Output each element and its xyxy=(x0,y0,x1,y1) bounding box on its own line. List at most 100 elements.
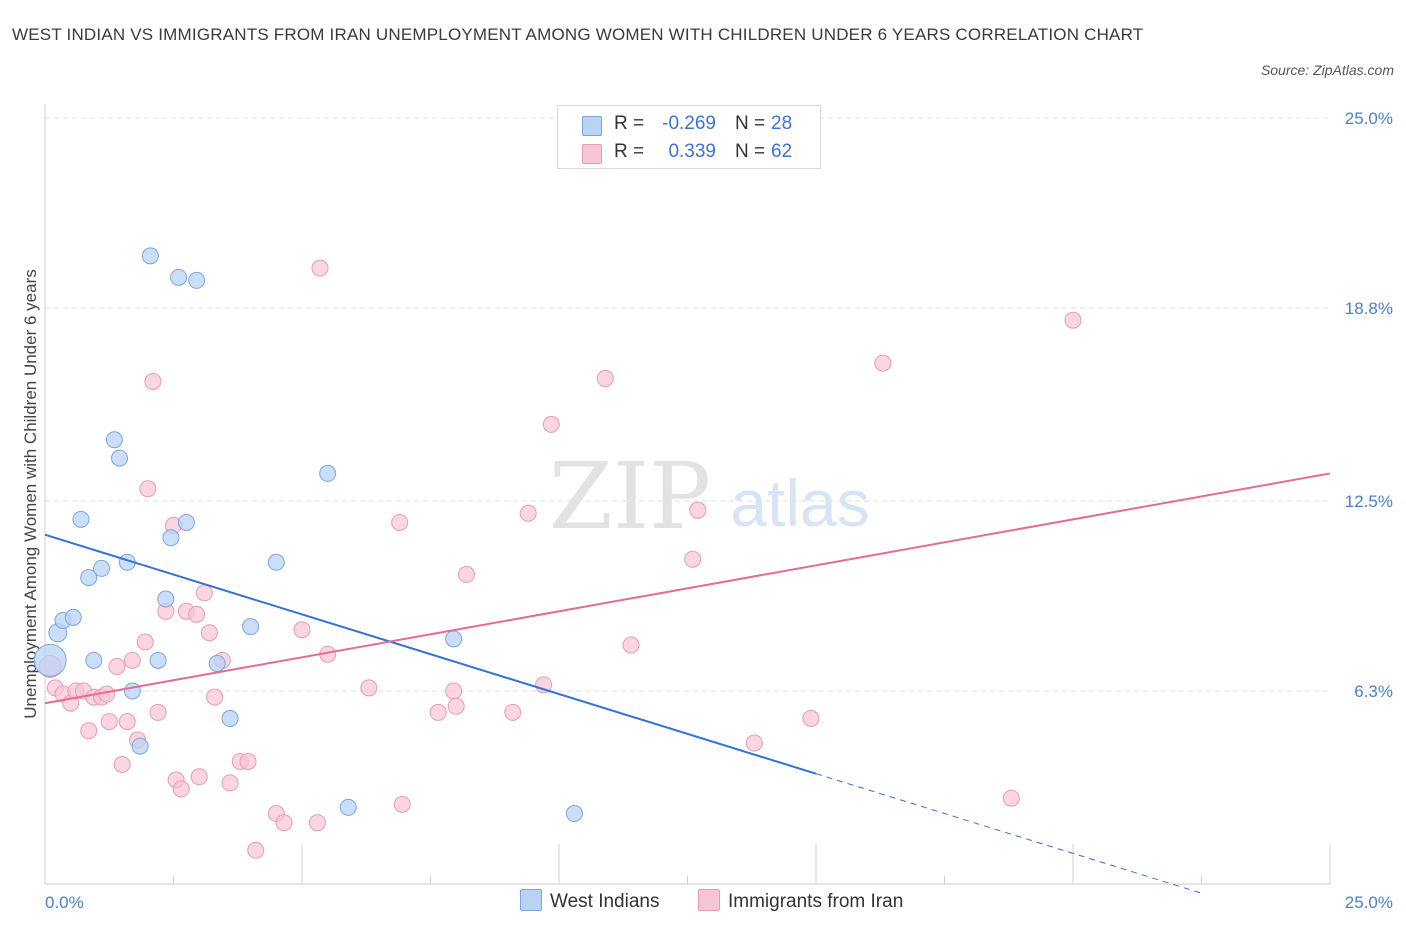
iran-point xyxy=(123,651,141,669)
west-indian-point xyxy=(208,654,226,672)
iran-point xyxy=(108,657,126,675)
iran-point xyxy=(188,605,206,623)
watermark-zip: ZIP xyxy=(549,443,711,550)
west-indian-point xyxy=(85,651,103,669)
iran-point xyxy=(1002,789,1020,807)
iran-point xyxy=(684,550,702,568)
legend-swatch-iran xyxy=(582,144,602,164)
west-indian-point xyxy=(445,630,463,648)
legend-r-value: 0.339 xyxy=(668,141,716,162)
iran-point xyxy=(200,624,218,642)
west-indian-point xyxy=(33,643,67,677)
legend-n-value: 62 xyxy=(771,141,793,162)
iran-point xyxy=(429,703,447,721)
iran-point xyxy=(118,713,136,731)
tick-labels: 6.3% 12.5% 18.8% 25.0% 0.0% 25.0% xyxy=(45,109,1393,912)
stats-legend: R = -0.269 N = 28 R = 0.339 N = 62 xyxy=(557,105,821,169)
west-indian-point xyxy=(221,710,239,728)
chart-title: WEST INDIAN VS IMMIGRANTS FROM IRAN UNEM… xyxy=(12,25,1144,44)
iran-point xyxy=(190,768,208,786)
west-indian-point xyxy=(267,553,285,571)
iran-point xyxy=(447,697,465,715)
iran-point xyxy=(519,504,537,522)
west-indian-point xyxy=(319,464,337,482)
legend-label-iran: Immigrants from Iran xyxy=(728,891,904,912)
legend-label-west: West Indians xyxy=(550,891,660,912)
iran-point xyxy=(311,259,329,277)
iran-point xyxy=(874,354,892,372)
y-tick-label: 18.8% xyxy=(1345,299,1393,318)
grid-lines xyxy=(45,117,1330,692)
iran-point xyxy=(144,373,162,391)
y-axis-label: Unemployment Among Women with Children U… xyxy=(21,269,40,718)
iran-point xyxy=(80,722,98,740)
west-indian-point xyxy=(177,513,195,531)
iran-point xyxy=(293,621,311,639)
legend-swatch-west xyxy=(520,889,542,911)
west-indian-point xyxy=(105,431,123,449)
iran-point xyxy=(247,841,265,859)
iran-point xyxy=(445,682,463,700)
west-indian-point xyxy=(339,798,357,816)
west-indian-point xyxy=(242,618,260,636)
iran-point xyxy=(139,480,157,498)
source-label: Source: ZipAtlas.com xyxy=(1260,62,1394,78)
west-indian-point xyxy=(162,529,180,547)
iran-point xyxy=(393,795,411,813)
axes xyxy=(44,104,1331,885)
west-indian-point xyxy=(157,590,175,608)
iran-point xyxy=(275,814,293,832)
legend-n-label: N = xyxy=(735,113,766,134)
west-indian-point xyxy=(123,682,141,700)
iran-point xyxy=(100,713,118,731)
west-indian-trend-line xyxy=(44,533,817,775)
legend-item-west-indians: West Indians xyxy=(520,889,659,913)
west-indian-point xyxy=(141,247,159,265)
trend-lines xyxy=(44,472,1331,894)
iran-point xyxy=(1064,311,1082,329)
iran-point xyxy=(136,633,154,651)
iran-point xyxy=(360,679,378,697)
legend-swatch-west xyxy=(582,116,602,136)
watermark-atlas: atlas xyxy=(730,466,869,540)
iran-point xyxy=(596,369,614,387)
west-indian-point xyxy=(565,805,583,823)
iran-point xyxy=(391,513,409,531)
west-indian-point xyxy=(72,510,90,528)
west-indian-point xyxy=(111,449,129,467)
iran-point xyxy=(308,814,326,832)
legend-swatch-iran xyxy=(698,889,720,911)
iran-point xyxy=(172,780,190,798)
iran-point xyxy=(113,756,131,774)
legend-r-value: -0.269 xyxy=(662,113,716,134)
y-tick-label: 6.3% xyxy=(1354,682,1393,701)
x-tick-label: 25.0% xyxy=(1345,893,1393,912)
y-tick-label: 12.5% xyxy=(1345,492,1393,511)
west-indian-point xyxy=(93,559,111,577)
legend-n-value: 28 xyxy=(771,113,793,134)
west-indian-point xyxy=(188,271,206,289)
west-indian-point xyxy=(170,268,188,286)
legend-item-immigrants-iran: Immigrants from Iran xyxy=(698,889,903,913)
iran-point xyxy=(239,752,257,770)
west-indian-point xyxy=(149,651,167,669)
iran-point xyxy=(457,566,475,584)
legend-r-label: R = xyxy=(614,113,645,134)
iran-point xyxy=(802,710,820,728)
iran-point xyxy=(745,734,763,752)
iran-point xyxy=(206,688,224,706)
y-tick-label: 25.0% xyxy=(1345,109,1393,128)
iran-point xyxy=(221,774,239,792)
iran-point xyxy=(622,636,640,654)
iran-point xyxy=(504,703,522,721)
west-indian-point xyxy=(131,737,149,755)
x-tick-label: 0.0% xyxy=(45,893,84,912)
iran-point xyxy=(689,501,707,519)
iran-trend-line xyxy=(44,472,1331,705)
series-west xyxy=(33,247,583,823)
legend-r-label: R = xyxy=(614,141,645,162)
west-indian-point xyxy=(64,608,82,626)
legend-n-label: N = xyxy=(735,141,766,162)
iran-point xyxy=(149,703,167,721)
